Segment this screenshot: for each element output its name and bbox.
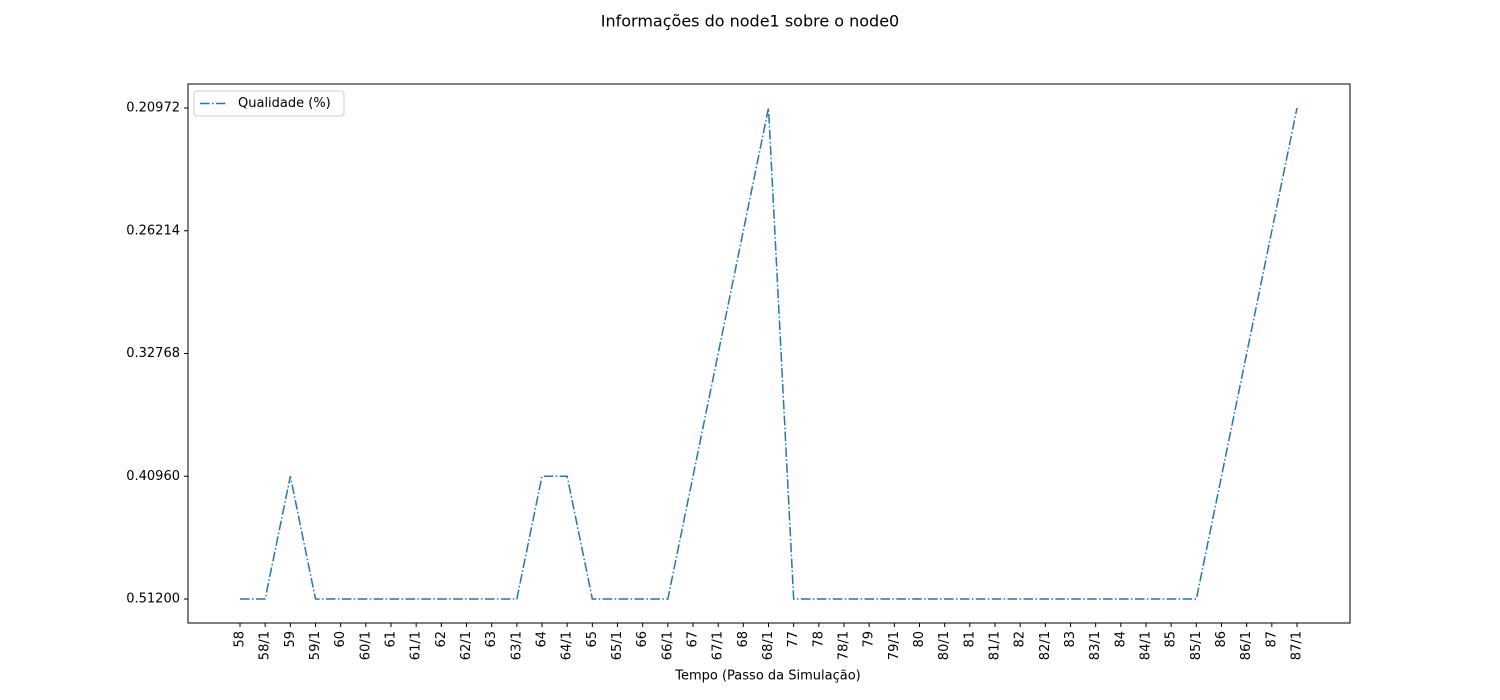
x-tick-label: 85/1 — [1189, 631, 1204, 660]
x-tick-label: 82/1 — [1038, 631, 1053, 660]
x-tick-label: 79/1 — [887, 631, 902, 660]
y-tick-label: 0.51200 — [126, 592, 180, 607]
x-tick-label: 66 — [635, 631, 650, 648]
legend-label: Qualidade (%) — [238, 96, 331, 111]
x-tick-label: 81 — [962, 631, 977, 648]
x-tick-label: 66/1 — [660, 631, 675, 660]
x-tick-label: 64 — [535, 631, 550, 648]
x-tick-label: 67 — [686, 631, 701, 648]
x-tick-label: 83/1 — [1088, 631, 1103, 660]
x-axis-label: Tempo (Passo da Simulação) — [674, 669, 861, 684]
x-tick-label: 83 — [1063, 631, 1078, 648]
x-tick-label: 64/1 — [560, 631, 575, 660]
x-tick-label: 82 — [1013, 631, 1028, 648]
x-tick-label: 63 — [484, 631, 499, 648]
x-tick-label: 65 — [585, 631, 600, 648]
chart-title: Informações do node1 sobre o node0 — [601, 12, 899, 31]
x-tick-label: 61/1 — [409, 631, 424, 660]
x-tick-label: 84 — [1113, 631, 1128, 648]
x-tick-label: 77 — [786, 631, 801, 648]
y-tick-label: 0.20972 — [126, 101, 180, 116]
x-tick-label: 60/1 — [358, 631, 373, 660]
x-tick-label: 62/1 — [459, 631, 474, 660]
x-tick-label: 65/1 — [610, 631, 625, 660]
legend-box — [193, 90, 345, 117]
x-tick-label: 58/1 — [258, 631, 273, 660]
x-tick-label: 68 — [736, 631, 751, 648]
x-tick-label: 61 — [384, 631, 399, 648]
x-tick-label: 60 — [333, 631, 348, 648]
x-tick-label: 84/1 — [1139, 631, 1154, 660]
x-tick-label: 58 — [233, 631, 248, 648]
x-tick-label: 80 — [912, 631, 927, 648]
x-tick-label: 86/1 — [1239, 631, 1254, 660]
data-line — [240, 107, 1298, 600]
x-tick-label: 68/1 — [761, 631, 776, 660]
x-tick-label: 62 — [434, 631, 449, 648]
x-tick-label: 81/1 — [988, 631, 1003, 660]
y-tick-label: 0.32768 — [126, 346, 180, 361]
x-tick-label: 59/1 — [308, 631, 323, 660]
x-tick-label: 86 — [1214, 631, 1229, 648]
x-tick-label: 80/1 — [937, 631, 952, 660]
y-tick-label: 0.40960 — [126, 469, 180, 484]
x-tick-label: 87/1 — [1290, 631, 1305, 660]
x-tick-label: 78/1 — [837, 631, 852, 660]
x-tick-label: 59 — [283, 631, 298, 648]
x-tick-label: 63/1 — [509, 631, 524, 660]
x-tick-label: 87 — [1264, 631, 1279, 648]
y-tick-label: 0.26214 — [126, 223, 180, 238]
x-tick-label: 79 — [862, 631, 877, 648]
x-tick-label: 78 — [811, 631, 826, 648]
x-tick-label: 67/1 — [711, 631, 726, 660]
x-tick-label: 85 — [1164, 631, 1179, 648]
